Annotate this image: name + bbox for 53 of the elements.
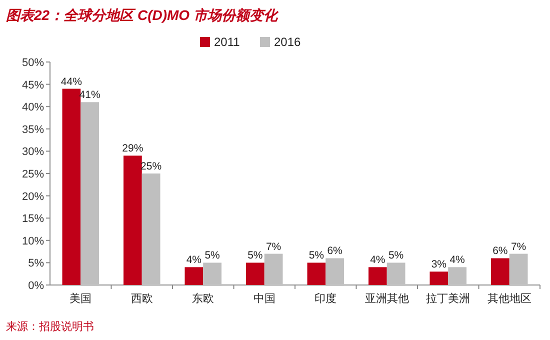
y-tick-label: 15% [22,213,44,226]
text: 6% [327,245,342,258]
bar [307,262,326,285]
text: 4% [370,254,386,266]
bar [124,156,142,285]
y-tick-label: 0% [28,280,44,292]
bar [430,272,448,285]
text: 7% [510,240,526,253]
text: 7% [266,240,282,253]
x-tick-label: 东欧 [192,292,214,305]
y-tick-label: 10% [22,235,44,248]
x-tick-label: 亚洲其他 [364,292,409,305]
bar [264,254,283,285]
bar [491,258,510,285]
text: 5% [308,250,324,262]
source-note: 来源：招股说明书 [6,320,94,333]
bar [326,258,344,285]
text: 44% [60,76,82,88]
bar [386,262,406,285]
legend-label: 2011 [214,35,240,49]
y-tick-label: 20% [22,190,44,203]
x-tick-label: 拉丁美洲 [426,292,470,305]
x-tick-label: 印度 [314,292,337,305]
y-tick-label: 35% [22,124,44,136]
text: 5% [388,250,404,262]
bar [142,174,160,285]
legend-label: 2016 [274,35,302,49]
x-tick-label: 美国 [70,292,92,305]
bar [184,267,204,285]
text: 29% [122,142,144,155]
x-tick-label: 西欧 [130,293,153,305]
y-tick-label: 40% [22,102,44,114]
bar [448,267,466,285]
x-tick-label: 中国 [253,292,276,305]
bar [246,262,264,285]
y-tick-label: 30% [22,146,44,158]
text: 4% [450,254,465,266]
text: 5% [248,250,263,262]
bar [62,88,81,285]
text: 3% [431,258,447,271]
bar [509,254,528,285]
y-tick-label: 5% [28,258,44,270]
bar [80,102,99,285]
y-tick-label: 25% [22,168,44,180]
chart-title: 图表22：全球分地区 C(D)MO 市场份额变化 [6,7,280,23]
y-tick-label: 45% [22,79,44,92]
y-tick-label: 50% [22,57,44,69]
text: 6% [492,245,508,258]
text: 5% [204,250,220,262]
x-tick-label: 其他地区 [487,292,532,305]
text: 4% [186,254,202,266]
bar [368,267,387,285]
bar [203,262,222,285]
